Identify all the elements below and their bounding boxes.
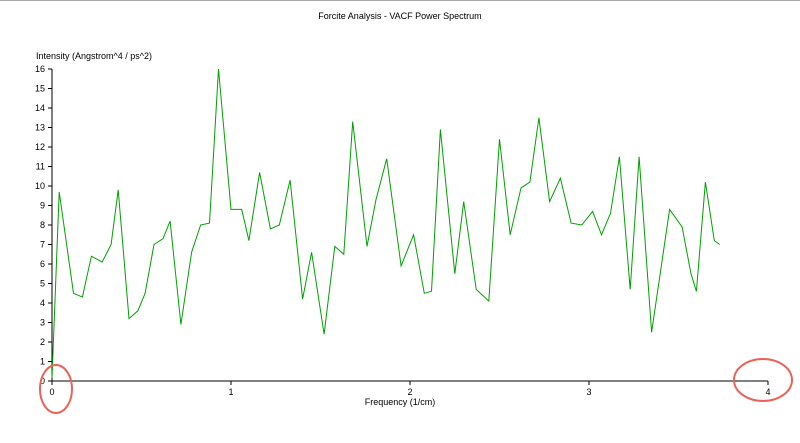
- y-tick-label: 12: [35, 142, 45, 152]
- spectrum-line-series: [51, 68, 720, 379]
- y-tick-label: 14: [35, 103, 45, 113]
- x-tick-label: 3: [586, 387, 591, 397]
- y-tick-label: 10: [35, 181, 45, 191]
- y-tick-label: 11: [36, 162, 45, 172]
- annotation-ellipse: [733, 358, 793, 402]
- y-tick-label: 3: [40, 318, 45, 328]
- x-tick-label: 0: [49, 387, 54, 397]
- y-tick-label: 13: [35, 123, 45, 133]
- x-axis-label: Frequency (1/cm): [364, 397, 436, 407]
- y-axis-label: Intensity (Angstrom^4 / ps^2): [36, 51, 152, 61]
- y-tick-label: 1: [40, 357, 45, 367]
- y-tick-label: 16: [35, 64, 45, 74]
- y-tick-label: 0: [40, 376, 45, 386]
- annotation-ellipse: [39, 364, 73, 414]
- y-tick-label: 9: [40, 201, 45, 211]
- y-tick-label: 15: [35, 84, 45, 94]
- x-tick-label: 2: [407, 387, 412, 397]
- y-tick-label: 7: [40, 240, 45, 250]
- x-tick-label: 4: [765, 387, 770, 397]
- x-tick-label: 1: [228, 387, 233, 397]
- y-tick-label: 8: [40, 220, 45, 230]
- chart-title: Forcite Analysis - VACF Power Spectrum: [318, 11, 482, 21]
- y-tick-label: 4: [40, 298, 45, 308]
- y-tick-label: 2: [40, 337, 45, 347]
- y-tick-label: 6: [40, 259, 45, 269]
- y-tick-label: 5: [40, 279, 45, 289]
